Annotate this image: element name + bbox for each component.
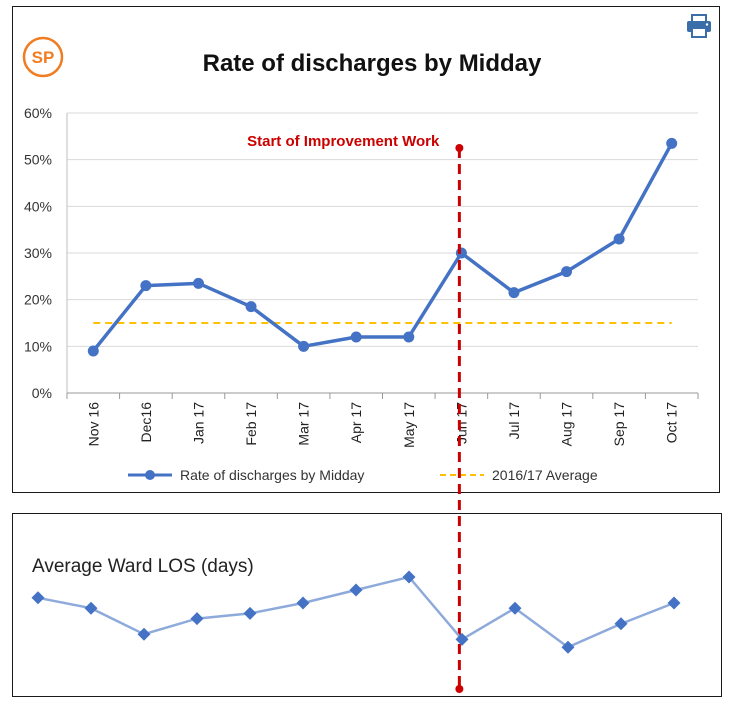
data-point: [508, 287, 520, 299]
los-data-point: [455, 632, 469, 646]
los-data-point: [84, 601, 98, 615]
print-icon[interactable]: [686, 14, 712, 38]
los-data-point: [137, 627, 151, 641]
y-tick-label: 30%: [24, 245, 52, 261]
data-point: [455, 247, 467, 259]
series-line-rate: [91, 142, 674, 353]
x-tick-label: Jun 17: [453, 402, 469, 444]
y-tick-label: 0%: [32, 385, 52, 401]
los-data-point: [31, 591, 45, 605]
los-data-point: [614, 617, 628, 631]
annotation-label: Start of Improvement Work: [247, 133, 440, 150]
chart-title: Rate of discharges by Midday: [203, 50, 542, 77]
data-point: [140, 280, 152, 292]
x-tick-label: Apr 17: [348, 402, 364, 443]
legend-label: Rate of discharges by Midday: [180, 467, 364, 483]
data-point: [666, 137, 678, 149]
los-data-point: [561, 640, 575, 654]
los-chart-panel: [12, 513, 722, 697]
x-tick-label: Aug 17: [559, 402, 575, 447]
y-tick-label: 10%: [24, 338, 52, 354]
x-tick-label: Mar 17: [296, 402, 312, 446]
los-data-point: [190, 612, 204, 626]
x-tick-label: Dec16: [138, 402, 154, 443]
los-chart-title: Average Ward LOS (days): [32, 556, 254, 577]
x-tick-label: Jan 17: [190, 402, 206, 444]
data-point: [403, 331, 415, 343]
x-tick-label: Feb 17: [243, 402, 259, 446]
data-point: [192, 277, 204, 289]
data-point: [613, 233, 625, 245]
data-point: [298, 340, 310, 352]
x-tick-label: Sep 17: [611, 402, 627, 447]
data-point: [245, 301, 257, 313]
sp-logo-text: SP: [32, 48, 55, 67]
los-data-point: [508, 601, 522, 615]
y-tick-label: 60%: [24, 105, 52, 121]
data-point: [350, 331, 362, 343]
annotation-marker-bottom: [455, 685, 464, 693]
y-tick-label: 50%: [24, 152, 52, 168]
los-data-point: [243, 606, 257, 620]
x-tick-label: Jul 17: [506, 402, 522, 440]
x-tick-label: Nov 16: [85, 402, 101, 447]
y-tick-label: 40%: [24, 198, 52, 214]
sp-logo: SP: [22, 36, 64, 78]
x-tick-label: May 17: [401, 402, 417, 448]
los-data-point: [402, 570, 416, 584]
los-data-point: [296, 596, 310, 610]
data-point: [87, 345, 99, 357]
legend-label: 2016/17 Average: [492, 467, 598, 483]
annotation-marker-top: [455, 144, 464, 152]
data-point: [561, 266, 573, 278]
los-data-point: [349, 583, 363, 597]
y-tick-label: 20%: [24, 292, 52, 308]
los-data-point: [667, 596, 681, 610]
x-tick-label: Oct 17: [664, 402, 680, 443]
legend-marker-rate: [145, 470, 155, 480]
